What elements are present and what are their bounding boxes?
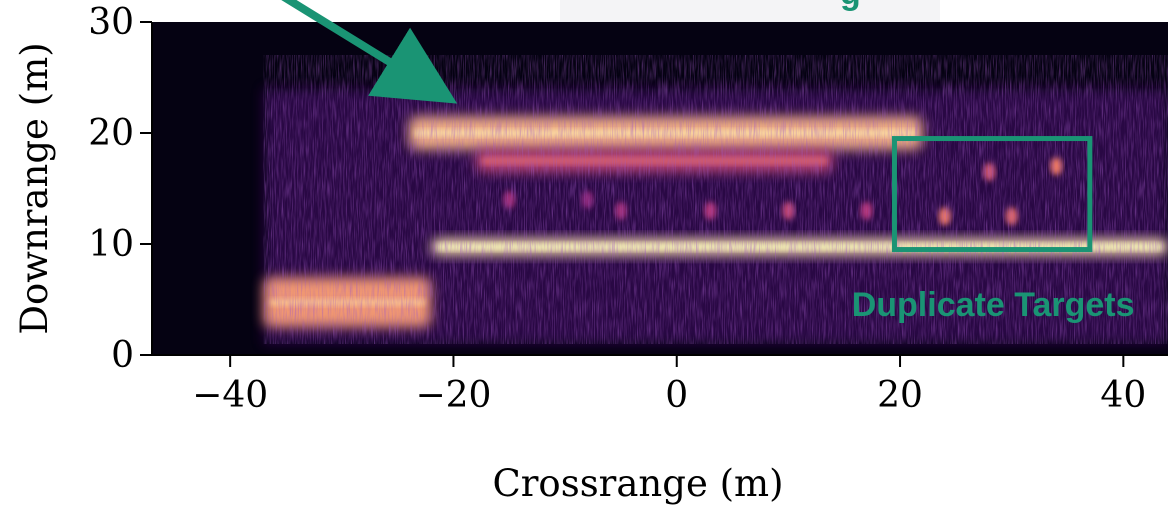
y-tick-label: 30: [88, 2, 134, 43]
x-tick-label: 20: [877, 375, 923, 416]
y-tick-label: 0: [111, 335, 134, 376]
annotation-arrow: [281, 0, 458, 104]
y-tick-label: 20: [88, 113, 134, 154]
axes: −40 −20 0 20 40 0 10 20 30: [88, 2, 1168, 416]
x-axis-label: Crossrange (m): [492, 462, 783, 505]
title-backdrop: [560, 0, 940, 22]
x-tick-label: 0: [665, 375, 688, 416]
x-tick-label: 40: [1100, 375, 1146, 416]
clipped-title-fragment: g: [840, 0, 861, 12]
plot-area: Duplicate Targets: [152, 22, 1168, 355]
y-axis-label: Downrange (m): [13, 42, 56, 334]
y-tick-label: 10: [88, 224, 134, 265]
annotation-layer: Duplicate Targets: [852, 136, 1135, 324]
x-tick-label: −20: [415, 375, 491, 416]
x-tick-label: −40: [192, 375, 268, 416]
duplicate-targets-label: Duplicate Targets: [852, 286, 1135, 324]
duplicate-targets-box: [891, 136, 1093, 253]
